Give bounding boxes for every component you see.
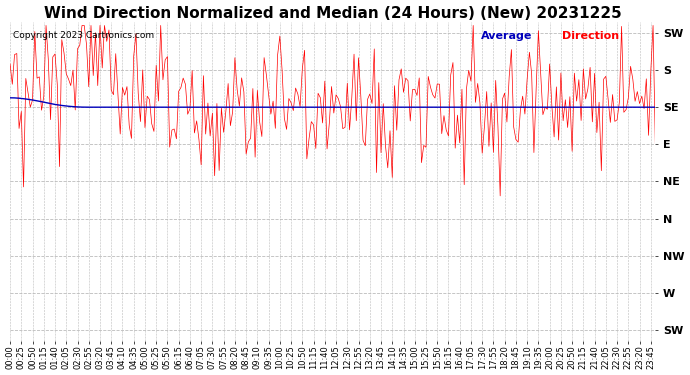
Title: Wind Direction Normalized and Median (24 Hours) (New) 20231225: Wind Direction Normalized and Median (24…: [43, 6, 622, 21]
Text: Direction: Direction: [562, 31, 619, 41]
Text: Copyright 2023 Cartronics.com: Copyright 2023 Cartronics.com: [13, 31, 155, 40]
Text: Average: Average: [481, 31, 533, 41]
